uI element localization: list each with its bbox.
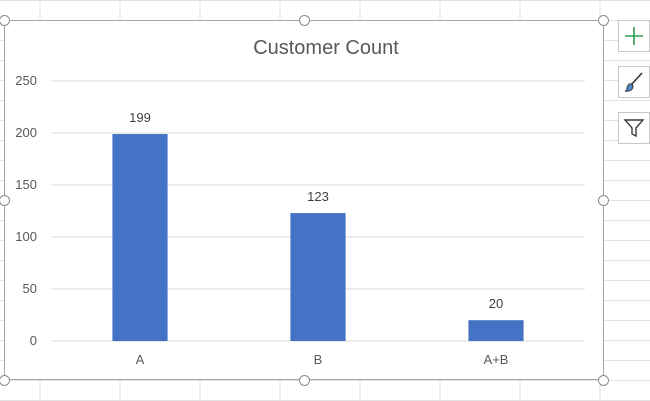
- data-label: 123: [307, 189, 329, 204]
- resize-handle-top-center[interactable]: [299, 15, 310, 26]
- data-label: 20: [489, 296, 503, 311]
- bar[interactable]: [468, 320, 524, 341]
- y-tick-label: 150: [15, 177, 37, 192]
- chart-elements-plus-icon: [625, 27, 643, 45]
- chart-filters-button[interactable]: [618, 112, 650, 144]
- resize-handle-top-right[interactable]: [598, 15, 609, 26]
- bar[interactable]: [112, 134, 168, 341]
- x-tick-label: A: [136, 352, 145, 367]
- y-tick-label: 200: [15, 125, 37, 140]
- resize-handle-bottom-center[interactable]: [299, 375, 310, 386]
- x-tick-label: A+B: [484, 352, 509, 367]
- y-tick-label: 0: [30, 333, 37, 348]
- chart-styles-brush-icon: [624, 72, 643, 92]
- chart-styles-button[interactable]: [618, 66, 650, 98]
- y-tick-label: 50: [23, 281, 37, 296]
- resize-handle-middle-right[interactable]: [598, 195, 609, 206]
- chart-area[interactable]: Customer Count 0 50 100 150 200 250 199 A 123 B 20 A…: [4, 20, 604, 380]
- x-tick-label: B: [314, 352, 323, 367]
- chart-title: Customer Count: [253, 37, 399, 59]
- data-label: 199: [129, 110, 151, 125]
- resize-handle-bottom-left[interactable]: [0, 375, 10, 386]
- chart-plot: Customer Count 0 50 100 150 200 250 199 A 123 B 20 A…: [15, 37, 585, 367]
- chart-filters-funnel-icon: [623, 119, 645, 138]
- bar[interactable]: [290, 213, 346, 341]
- y-tick-label: 250: [15, 73, 37, 88]
- resize-handle-bottom-right[interactable]: [598, 375, 609, 386]
- y-tick-label: 100: [15, 229, 37, 244]
- chart-elements-button[interactable]: [618, 20, 650, 52]
- resize-handle-middle-left[interactable]: [0, 195, 10, 206]
- resize-handle-top-left[interactable]: [0, 15, 10, 26]
